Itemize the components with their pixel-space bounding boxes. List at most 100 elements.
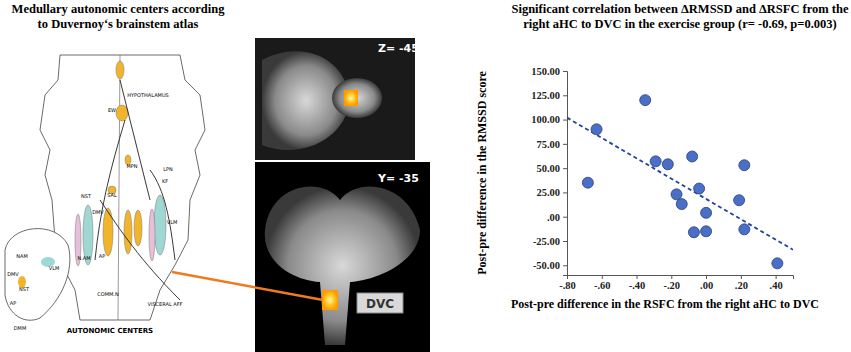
atlas-label: SAL: [107, 192, 117, 198]
chart-title: Significant correlation between ΔRMSSD a…: [511, 2, 849, 31]
y-tick: .00: [547, 212, 567, 223]
atlas-label: AUTONOMIC CENTERS: [67, 327, 153, 335]
cerebellum-coronal: [265, 187, 420, 345]
point: [650, 156, 661, 167]
point: [640, 95, 651, 106]
inset-label: NAM: [16, 253, 27, 259]
inset-label: DMM: [14, 325, 26, 331]
point: [772, 258, 783, 269]
inset-label: NST: [19, 286, 30, 292]
y-tick: 100.00: [531, 114, 567, 125]
y-axis: 150.00 125.00 100.00 75.00 50.00 25.00 .00 -25.…: [531, 66, 567, 276]
atlas-label: VLM: [167, 219, 178, 225]
y-tick-mark: [563, 120, 567, 121]
x-tick-mark: [671, 275, 672, 279]
point: [687, 151, 698, 162]
atlas-tract: [150, 170, 175, 260]
x-axis-title: Post-pre difference in the RSFC from the…: [511, 297, 819, 311]
atlas-tract: [100, 200, 180, 300]
atlas-label: HYPOTHALAMUS: [127, 92, 168, 98]
point: [739, 160, 750, 171]
y-tick-label: -25.00: [533, 236, 560, 247]
x-tick-mark: [706, 275, 707, 279]
atlas-label: AP: [99, 253, 105, 259]
atlas-label: MPN: [126, 163, 137, 169]
y-tick-label: -50.00: [533, 260, 560, 271]
x-tick: .00: [700, 275, 713, 291]
x-tick: .20: [735, 275, 748, 291]
slice-bg: [255, 38, 415, 160]
point: [671, 189, 682, 200]
x-tick-label: .00: [700, 280, 713, 291]
atlas-nucleus: [116, 105, 128, 121]
x-tick-mark: [741, 275, 742, 279]
figure: Medullary autonomic centers accordingto …: [0, 0, 851, 352]
y-tick: -25.00: [533, 236, 567, 247]
left-title: Medullary autonomic centers accordingto …: [12, 2, 226, 31]
atlas-tract: [120, 80, 150, 200]
atlas-nucleus: [134, 210, 142, 246]
inset-label: AP: [10, 300, 16, 306]
point: [582, 177, 593, 188]
x-axis-line: [568, 276, 794, 280]
atlas-label: NST: [81, 193, 92, 199]
y-tick-label: 125.00: [531, 90, 560, 101]
activation: [344, 90, 358, 106]
y-tick-mark: [563, 265, 567, 266]
left-title-line: Medullary autonomic centers according: [12, 2, 226, 16]
inset-label: VLM: [49, 265, 60, 271]
atlas-label: LPN: [163, 166, 173, 172]
x-tick: .40: [770, 275, 783, 291]
atlas-nucleus: [124, 210, 132, 254]
chart-title-line: Significant correlation between ΔRMSSD a…: [511, 2, 849, 16]
x-tick-mark: [776, 275, 777, 279]
x-tick-label: -.20: [663, 280, 680, 291]
y-tick-mark: [563, 71, 567, 72]
y-tick-label: 50.00: [536, 163, 560, 174]
y-tick-label: 25.00: [536, 187, 560, 198]
y-axis-title: Post-pre difference in the RMSSD score: [475, 71, 489, 275]
point: [591, 124, 602, 135]
x-tick-label: -.60: [594, 280, 611, 291]
y-tick: 50.00: [536, 163, 567, 174]
atlas-tract: [95, 120, 125, 260]
slice-label: Z= -45: [378, 42, 419, 55]
y-axis-line: [563, 72, 568, 276]
inset-label: DMV: [7, 271, 19, 277]
atlas-label: N.AM: [77, 255, 90, 261]
slice-bg: [255, 162, 430, 352]
inset-outline: [5, 229, 70, 321]
x-axis: -.80 -.60 -.40 -.20 .00 .20 .40: [559, 275, 793, 291]
pointer: [172, 272, 323, 300]
x-tick: -.20: [663, 275, 680, 291]
atlas-label: VISCERAL AFF: [148, 301, 183, 307]
atlas-label: KF: [162, 178, 168, 184]
y-tick-label: .00: [547, 212, 560, 223]
region-label: DVC: [366, 297, 394, 311]
fit-line: [567, 118, 793, 250]
x-tick-mark: [637, 275, 638, 279]
atlas-nucleus: [116, 61, 124, 79]
y-tick-mark: [563, 192, 567, 193]
y-tick-mark: [563, 168, 567, 169]
atlas-label: DMV: [92, 209, 104, 215]
atlas-label: EW: [108, 107, 116, 113]
x-tick-mark: [602, 275, 603, 279]
y-tick: -50.00: [533, 260, 567, 271]
atlas-midline: [118, 55, 120, 320]
y-tick: 125.00: [531, 90, 567, 101]
x-tick: -.40: [629, 275, 646, 291]
point: [688, 227, 699, 238]
x-tick: -.80: [559, 275, 576, 291]
atlas: HYPOTHALAMUSEWMPNLPNKFSALNSTDMVVLMAPCOMM…: [5, 55, 205, 335]
y-tick: 150.00: [531, 66, 567, 77]
x-tick-label: -.40: [629, 280, 646, 291]
y-tick-mark: [563, 217, 567, 218]
y-tick-mark: [563, 95, 567, 96]
x-tick-label: .20: [735, 280, 748, 291]
brainstem-axial: [332, 78, 382, 118]
chart-title-line: right aHC to DVC in the exercise group (…: [523, 17, 836, 31]
atlas-nucleus: [154, 195, 166, 255]
y-tick: 75.00: [536, 139, 567, 150]
atlas-nucleus: [103, 208, 113, 256]
